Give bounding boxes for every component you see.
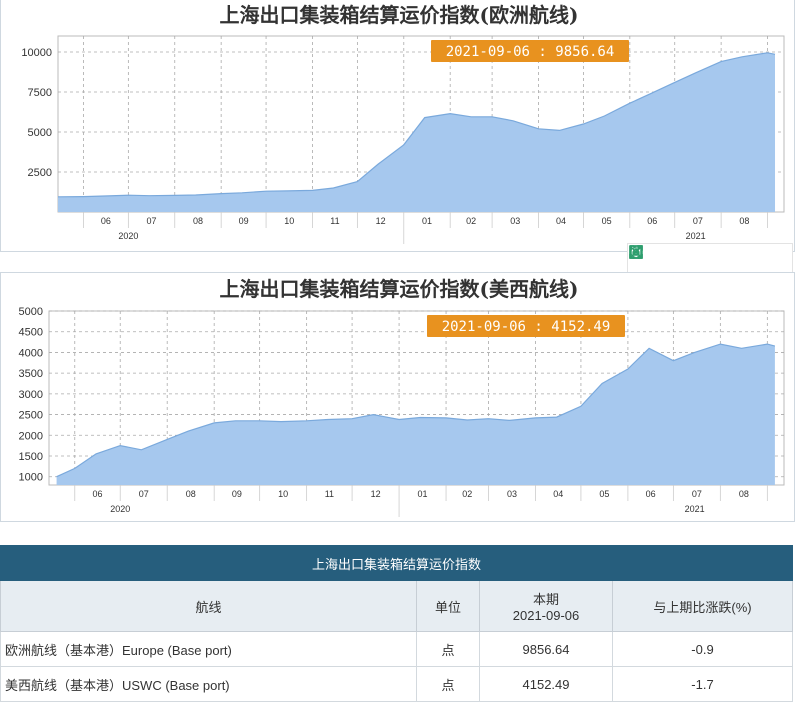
settings-icon[interactable] xyxy=(629,245,787,269)
row-change: -0.9 xyxy=(612,631,793,667)
series-area xyxy=(58,52,776,212)
x-tick-label: 08 xyxy=(739,489,749,499)
y-tick-label: 5000 xyxy=(19,306,43,318)
row-change: -1.7 xyxy=(612,666,793,702)
chart-toolbar xyxy=(627,243,793,273)
tooltip-text: 2021-09-06 : 4152.49 xyxy=(442,319,611,335)
chart-title: 上海出口集装箱结算运价指数(欧洲航线) xyxy=(220,3,579,27)
year-label: 2021 xyxy=(686,231,706,241)
series-line xyxy=(56,343,776,478)
x-tick-label: 10 xyxy=(284,216,294,226)
x-tick-label: 08 xyxy=(193,216,203,226)
x-tick-label: 10 xyxy=(278,489,288,499)
y-tick-label: 4500 xyxy=(19,327,43,339)
index-table: 上海出口集装箱结算运价指数 航线 单位 本期 2021-09-06 与上期比涨跌… xyxy=(0,545,793,702)
x-tick-label: 06 xyxy=(92,489,102,499)
x-tick-label: 09 xyxy=(232,489,242,499)
x-tick-label: 01 xyxy=(422,216,432,226)
y-tick-label: 3500 xyxy=(19,368,43,380)
tooltip-text: 2021-09-06 : 9856.64 xyxy=(446,44,615,60)
row-unit: 点 xyxy=(416,631,480,667)
y-tick-label: 7500 xyxy=(28,87,52,99)
uswc-chart-panel: 上海出口集装箱结算运价指数(美西航线) 1000 1500 2000 2500 3000 3… xyxy=(0,272,795,522)
x-tick-label: 11 xyxy=(325,489,334,499)
x-tick-label: 04 xyxy=(556,216,566,226)
x-tick-label: 07 xyxy=(147,216,157,226)
col-change-header: 与上期比涨跌(%) xyxy=(612,580,793,632)
x-tick-label: 03 xyxy=(510,216,520,226)
x-tick-label: 07 xyxy=(692,489,702,499)
y-tick-label: 2000 xyxy=(19,430,43,442)
y-tick-label: 1500 xyxy=(19,451,43,463)
zoom-icon[interactable] xyxy=(629,245,688,269)
year-label: 2021 xyxy=(685,504,705,514)
index-table-container: 上海出口集装箱结算运价指数 航线 单位 本期 2021-09-06 与上期比涨跌… xyxy=(0,545,795,702)
x-tick-label: 02 xyxy=(466,216,476,226)
col-unit-header: 单位 xyxy=(416,580,480,632)
y-tick-label: 2500 xyxy=(28,167,52,179)
y-tick-label: 4000 xyxy=(19,347,43,359)
x-tick-label: 05 xyxy=(599,489,609,499)
x-tick-label: 01 xyxy=(418,489,428,499)
tooltip-box xyxy=(431,40,629,62)
x-tick-label: 09 xyxy=(239,216,249,226)
tooltip-box xyxy=(427,315,625,337)
x-tick-label: 02 xyxy=(462,489,472,499)
table-title: 上海出口集装箱结算运价指数 xyxy=(0,545,793,581)
row-value: 4152.49 xyxy=(479,666,613,702)
x-tick-label: 12 xyxy=(376,216,386,226)
y-tick-label: 3000 xyxy=(19,389,43,401)
x-tick-label: 04 xyxy=(553,489,563,499)
x-tick-label: 08 xyxy=(186,489,196,499)
table-row: 美西航线（基本港）USWC (Base port) 点 4152.49 -1.7 xyxy=(0,666,793,702)
period-date: 2021-09-06 xyxy=(512,608,580,623)
y-tick-label: 10000 xyxy=(21,47,52,59)
y-tick-label: 2500 xyxy=(19,410,43,422)
period-label: 本期 xyxy=(532,592,559,607)
y-tick-label: 5000 xyxy=(28,127,52,139)
x-tick-label: 05 xyxy=(602,216,612,226)
y-tick-label: 1000 xyxy=(19,472,43,484)
table-row: 欧洲航线（基本港）Europe (Base port) 点 9856.64 -0… xyxy=(0,631,793,667)
x-tick-label: 06 xyxy=(647,216,657,226)
year-label: 2020 xyxy=(118,231,138,241)
x-tick-label: 11 xyxy=(330,216,339,226)
x-tick-label: 03 xyxy=(507,489,517,499)
series-area xyxy=(56,344,775,485)
x-tick-label: 06 xyxy=(646,489,656,499)
col-period-header: 本期 2021-09-06 xyxy=(479,580,613,632)
chart-title: 上海出口集装箱结算运价指数(美西航线) xyxy=(220,277,579,301)
x-tick-label: 08 xyxy=(739,216,749,226)
save-image-icon[interactable] xyxy=(629,245,754,269)
x-tick-label: 12 xyxy=(371,489,381,499)
row-route: 美西航线（基本港）USWC (Base port) xyxy=(0,666,417,702)
restore-icon[interactable] xyxy=(629,245,721,269)
uswc-index-chart: 上海出口集装箱结算运价指数(美西航线) 1000 1500 2000 2500 3000 3… xyxy=(19,277,785,517)
row-value: 9856.64 xyxy=(479,631,613,667)
europe-index-chart: 上海出口集装箱结算运价指数(欧洲航线) 2500 5000 7500 10000 06 07… xyxy=(21,3,785,244)
year-label: 2020 xyxy=(110,504,130,514)
row-route: 欧洲航线（基本港）Europe (Base port) xyxy=(0,631,417,667)
col-route-header: 航线 xyxy=(0,580,417,632)
x-tick-label: 07 xyxy=(693,216,703,226)
europe-chart-panel: 上海出口集装箱结算运价指数(欧洲航线) 2500 5000 7500 10000 06 07… xyxy=(0,0,795,252)
series-line xyxy=(57,52,776,198)
x-tick-label: 07 xyxy=(139,489,149,499)
row-unit: 点 xyxy=(416,666,480,702)
x-tick-label: 06 xyxy=(101,216,111,226)
